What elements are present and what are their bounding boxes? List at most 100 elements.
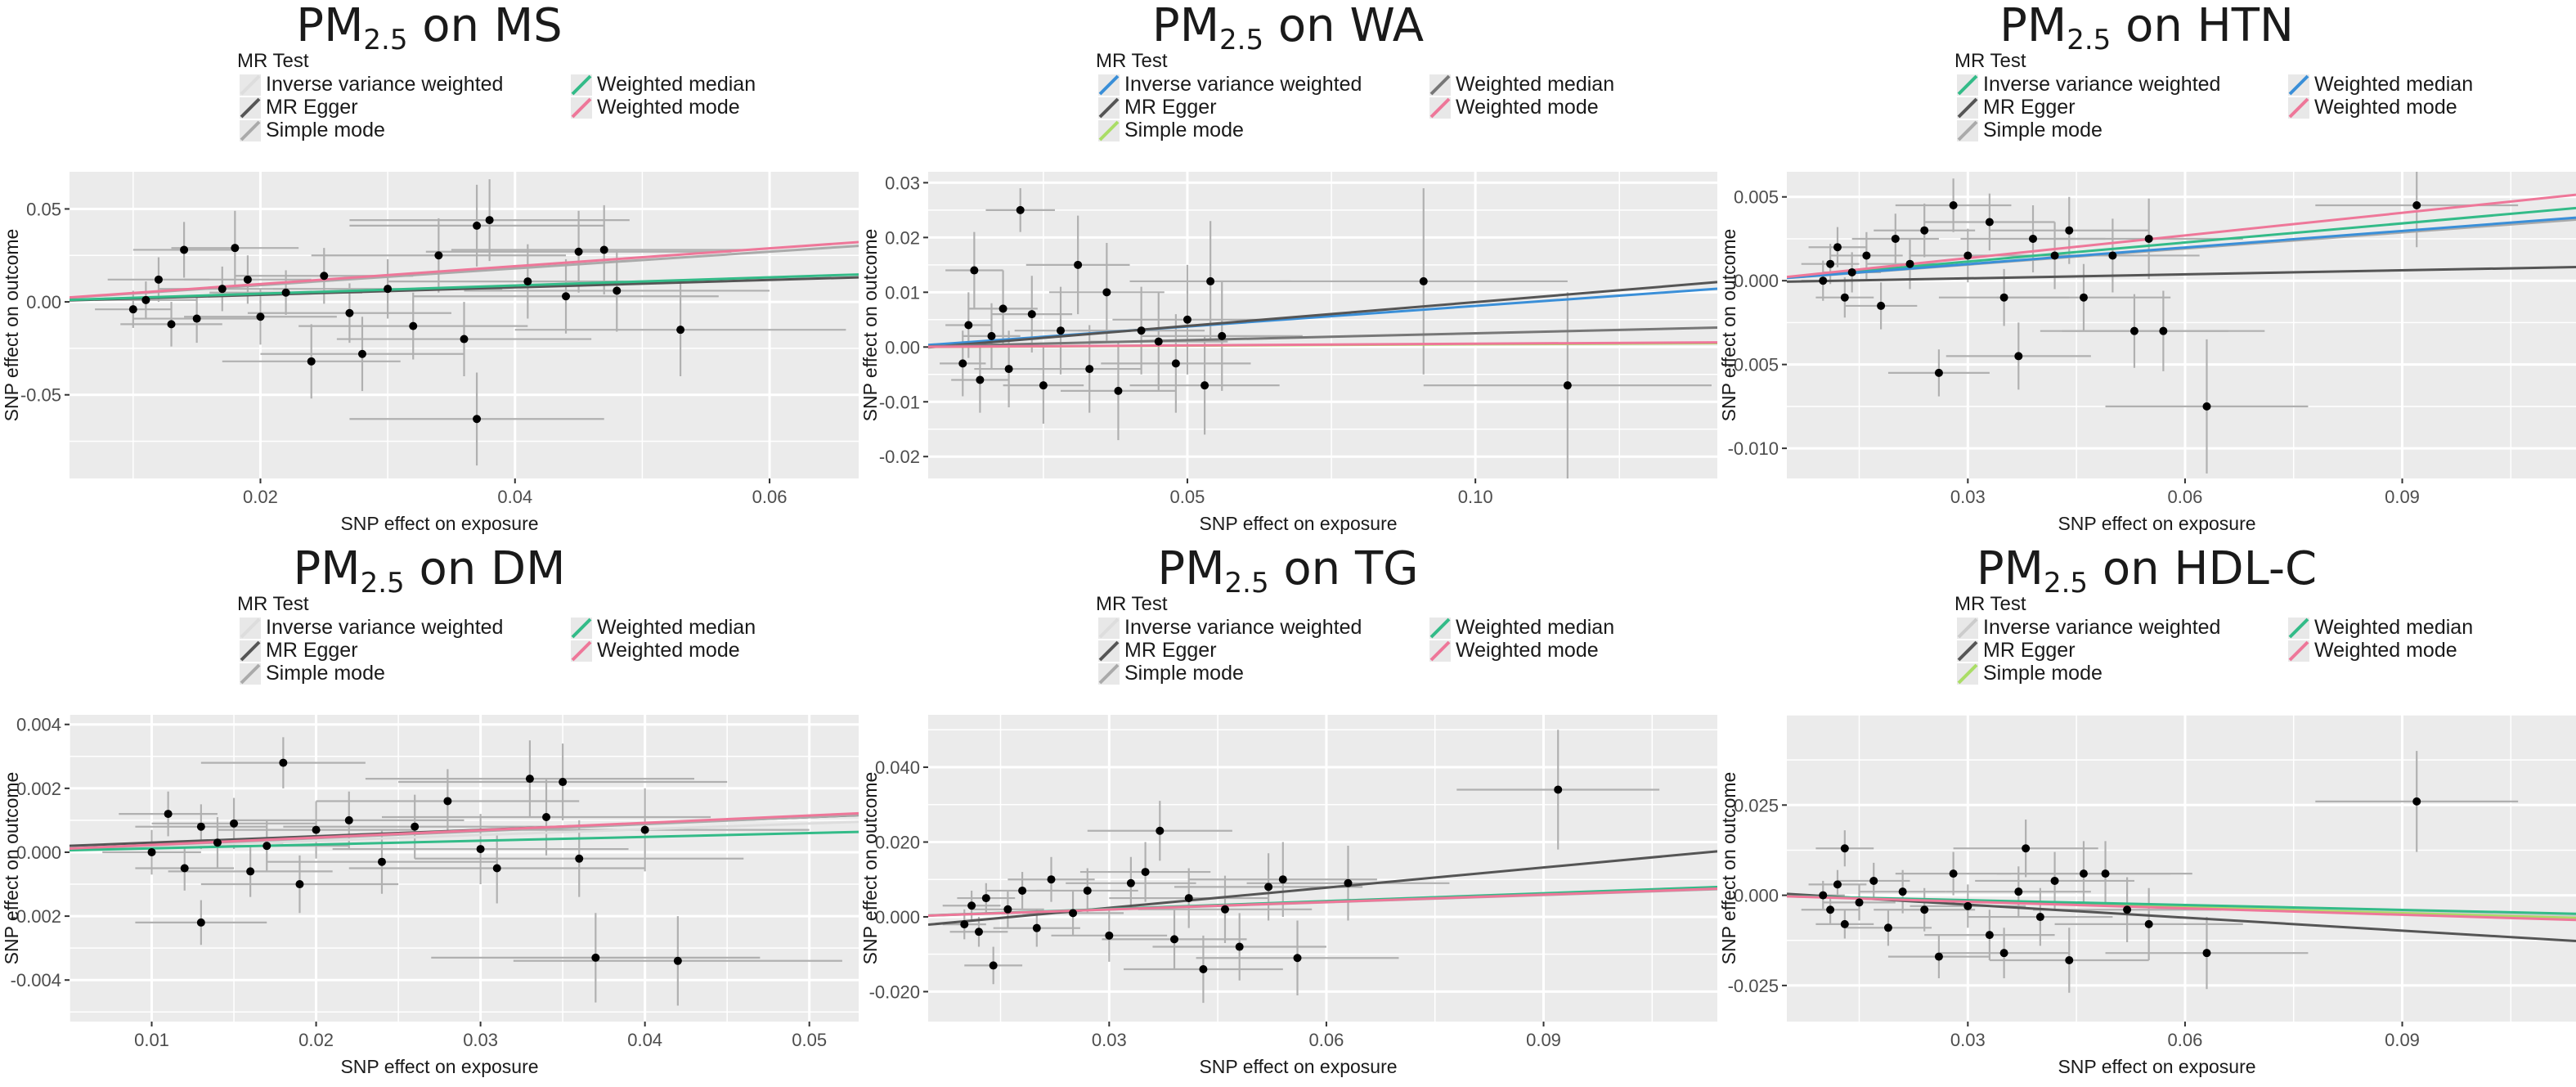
legend-key [2288, 74, 2309, 96]
data-point [1126, 878, 1135, 887]
chart-title: PM2.5 on TG [1157, 543, 1418, 600]
legend-title: MR Test [237, 593, 309, 615]
method-line [70, 830, 859, 852]
x-tick-label: 0.03 [463, 1030, 498, 1050]
legend-swatch [1957, 97, 1978, 119]
method-line [1787, 892, 2576, 943]
legend-key [571, 618, 592, 639]
plot-background [1787, 172, 2576, 478]
data-point [1047, 875, 1056, 884]
y-tick-label: 0.040 [875, 757, 920, 778]
data-point [1999, 949, 2008, 958]
x-tick-label: 0.04 [497, 487, 532, 507]
x-axis-label: SNP effect on exposure [340, 1056, 538, 1077]
data-point [1963, 251, 1972, 260]
y-tick-label: -0.010 [1728, 438, 1779, 459]
data-point [1170, 935, 1179, 944]
data-point [989, 961, 998, 970]
chart-title: PM2.5 on DM [294, 543, 566, 600]
method-line [1787, 266, 2576, 283]
plot-area [1787, 714, 2576, 1022]
legend-label: Weighted median [1456, 616, 1614, 639]
data-point [256, 312, 265, 321]
data-point [2065, 956, 2074, 964]
y-tick-label: 0.005 [1734, 187, 1779, 208]
legend-label: Weighted median [597, 73, 756, 96]
data-point [2108, 251, 2117, 260]
legend-key [1098, 120, 1120, 141]
data-point [2129, 326, 2138, 335]
legend-swatch [571, 74, 592, 96]
data-point [2050, 251, 2059, 260]
legend-key [240, 640, 261, 662]
data-point [1869, 876, 1878, 885]
legend-key [240, 97, 261, 119]
legend-key [1429, 74, 1451, 96]
data-point [525, 775, 534, 784]
data-point [2014, 887, 2023, 896]
title-main: PM [1152, 0, 1219, 52]
data-point [640, 825, 649, 834]
panel-wa: PM2.5 on WA MR Test Inverse variance weigh… [859, 0, 1717, 543]
x-tick-label: 0.02 [243, 487, 278, 507]
legend-swatch [1957, 640, 1978, 662]
data-point [357, 349, 366, 358]
title-subscript: 2.5 [2044, 567, 2088, 600]
data-point [1114, 386, 1123, 395]
data-point [958, 359, 967, 368]
legend-label: Simple mode [266, 662, 385, 685]
legend-key [240, 618, 261, 639]
data-point [1833, 243, 1842, 252]
plot-background [1787, 715, 2576, 1022]
y-tick-label: 0.002 [16, 779, 61, 799]
data-point [1985, 218, 1994, 227]
data-point [999, 304, 1008, 313]
method-line [928, 850, 1717, 927]
y-tick-label: -0.004 [11, 970, 61, 990]
legend-key [1957, 120, 1978, 141]
y-tick-label: -0.005 [1728, 355, 1779, 375]
legend-key [240, 120, 261, 141]
title-subscript: 2.5 [1225, 567, 1269, 600]
title-rest: on TG [1269, 543, 1419, 595]
data-point [1085, 365, 1094, 374]
data-point [1184, 894, 1193, 903]
data-point [964, 321, 973, 330]
data-point [1032, 923, 1041, 932]
data-point [976, 375, 985, 384]
data-point [320, 272, 329, 281]
data-point [196, 822, 205, 831]
data-point [1826, 259, 1835, 268]
legend-key [1957, 97, 1978, 119]
data-marks [70, 737, 859, 1006]
data-point [2014, 352, 2023, 361]
legend-title: MR Test [237, 50, 309, 72]
data-point [2144, 919, 2153, 928]
data-point [1920, 226, 1929, 235]
data-point [1819, 276, 1828, 285]
axes: 0.05 0.10 -0.02 -0.01 0.00 0.01 0.02 0.03 SNP ef… [859, 173, 1493, 534]
legend-label: MR Egger [266, 96, 358, 119]
x-tick-label: 0.04 [627, 1030, 662, 1050]
legend-title: MR Test [1096, 593, 1168, 615]
plot-area [1787, 172, 2576, 478]
legend-swatch [1098, 97, 1120, 119]
legend-label: Weighted mode [2314, 639, 2457, 662]
data-point [154, 275, 163, 284]
x-axis-label: SNP effect on exposure [2058, 513, 2255, 534]
title-subscript: 2.5 [361, 567, 405, 600]
plot-background [928, 715, 1717, 1022]
legend-label: Weighted median [2314, 616, 2473, 639]
legend-key [240, 663, 261, 685]
legend-key [1429, 640, 1451, 662]
data-point [345, 308, 354, 317]
data-point [1218, 331, 1227, 340]
data-point [523, 277, 532, 286]
data-point [246, 867, 255, 876]
